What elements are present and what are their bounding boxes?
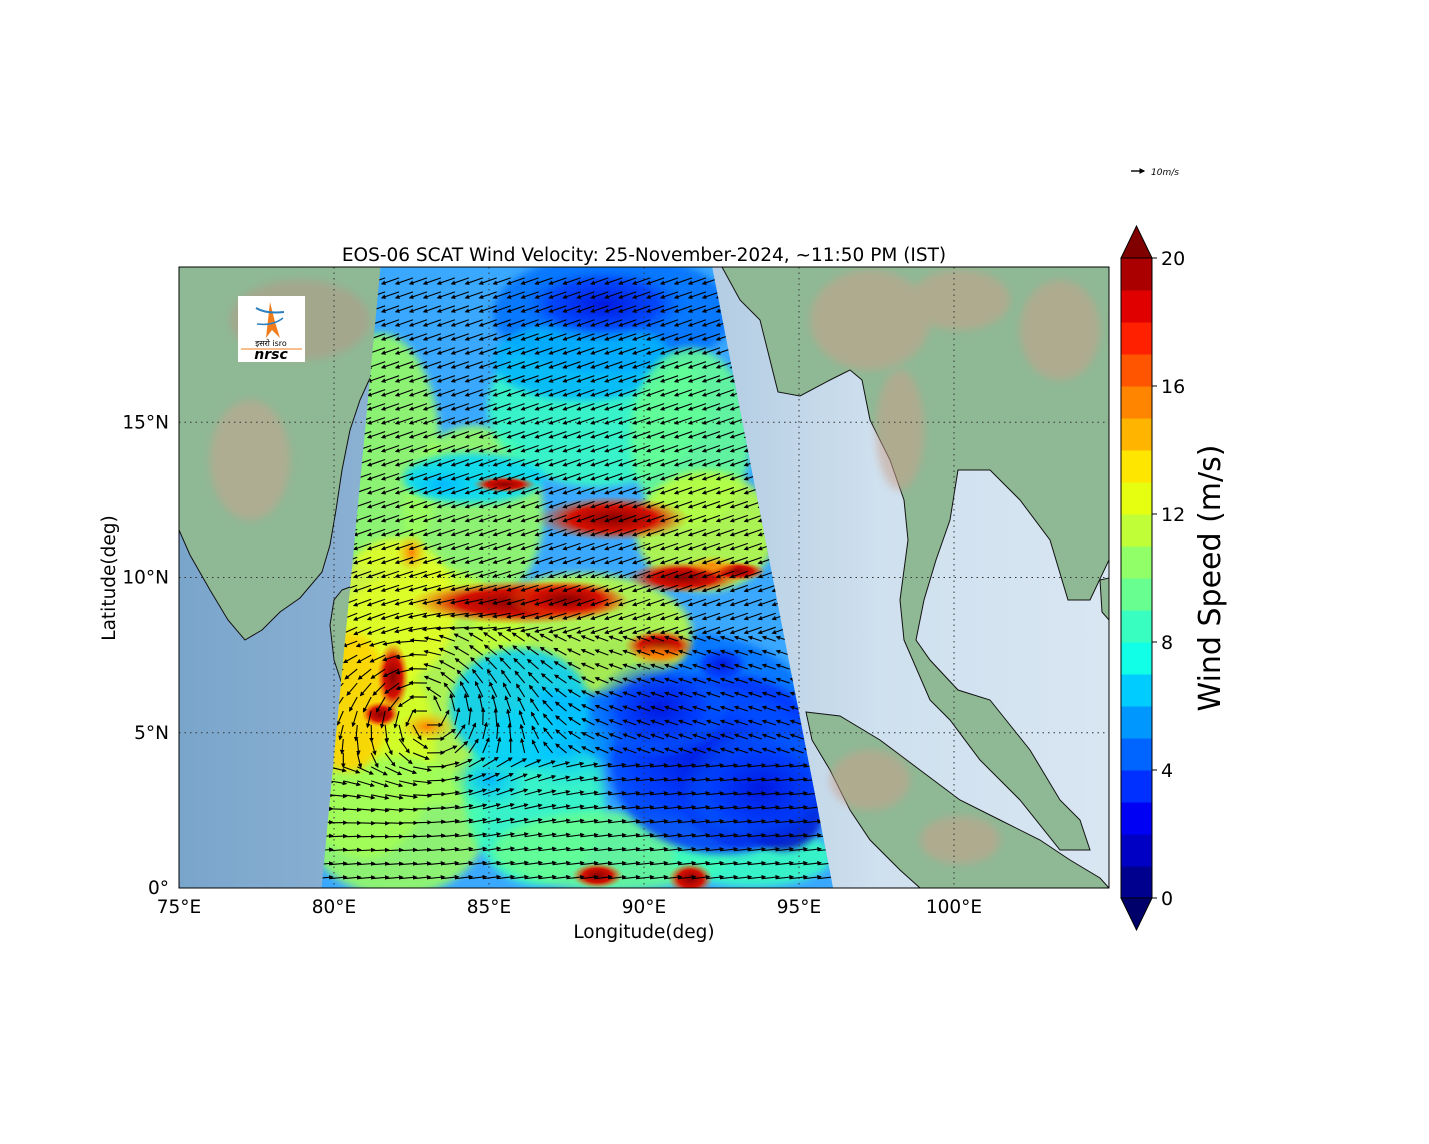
- colorbar-tick-label: 8: [1161, 632, 1173, 654]
- quiver-key-label: 10m/s: [1151, 168, 1179, 178]
- colorbar-segment: [1121, 738, 1152, 771]
- colorbar-segment: [1121, 770, 1152, 803]
- colorbar-over-triangle: [1120, 224, 1153, 259]
- colorbar-segment: [1121, 450, 1152, 483]
- colorbar-tick-label: 0: [1161, 888, 1173, 910]
- map-title: EOS-06 SCAT Wind Velocity: 25-November-2…: [342, 245, 946, 266]
- wind-speed-colorbar: 0 4 8 12 16 20: [1120, 224, 1185, 932]
- colorbar-segment: [1121, 834, 1152, 867]
- colorbar-label: Wind Speed (m/s): [1193, 445, 1228, 712]
- colorbar-segment: [1121, 322, 1152, 355]
- colorbar-tick-label: 16: [1161, 376, 1185, 398]
- isro-nrsc-logo: इसरो isro nrsc: [238, 296, 305, 363]
- colorbar-segment: [1121, 482, 1152, 515]
- map-area[interactable]: इसरो isro nrsc: [179, 254, 1109, 896]
- colorbar-under-triangle: [1120, 897, 1153, 932]
- y-tick-label: 15°N: [122, 412, 169, 433]
- y-tick-labels: 0° 5°N 10°N 15°N: [122, 412, 169, 899]
- colorbar-segment: [1121, 642, 1152, 675]
- rocket-icon: [255, 302, 285, 338]
- myanmar-thailand-mainland: [721, 267, 1109, 851]
- logo-nrsc-text: nrsc: [254, 347, 288, 363]
- y-axis-label: Latitude(deg): [99, 515, 120, 640]
- colorbar-segment: [1121, 386, 1152, 419]
- colorbar-segment: [1121, 258, 1152, 291]
- y-tick-label: 0°: [148, 878, 169, 899]
- x-tick-label: 95°E: [777, 897, 821, 918]
- x-tick-label: 85°E: [467, 897, 511, 918]
- colorbar-segment: [1121, 674, 1152, 707]
- x-tick-label: 90°E: [622, 897, 666, 918]
- colorbar-segment: [1121, 514, 1152, 547]
- colorbar-segment: [1121, 418, 1152, 451]
- colorbar-segment: [1121, 866, 1152, 899]
- colorbar-segment: [1121, 706, 1152, 739]
- x-tick-label: 75°E: [157, 897, 201, 918]
- colorbar-segment: [1121, 610, 1152, 643]
- colorbar-segment: [1121, 290, 1152, 323]
- x-tick-label: 100°E: [926, 897, 982, 918]
- map-frame: [178, 266, 1110, 889]
- quiver-key: 10m/s: [1131, 168, 1179, 178]
- logo-isro-text: इसरो isro: [255, 338, 287, 348]
- colorbar-tick-label: 4: [1161, 760, 1173, 782]
- borneo-edge: [1099, 577, 1109, 621]
- y-tick-label: 10°N: [122, 568, 169, 589]
- x-axis-label: Longitude(deg): [573, 922, 714, 943]
- y-tick-label: 5°N: [134, 723, 169, 744]
- colorbar-tick-label: 20: [1161, 248, 1185, 270]
- colorbar-segment: [1121, 802, 1152, 835]
- colorbar-segment: [1121, 578, 1152, 611]
- colorbar-segment: [1121, 546, 1152, 579]
- x-tick-label: 80°E: [312, 897, 356, 918]
- x-tick-labels: 75°E 80°E 85°E 90°E 95°E 100°E: [157, 897, 982, 918]
- graticule: [179, 267, 1109, 888]
- colorbar-segment: [1121, 354, 1152, 387]
- colorbar-tick-label: 12: [1161, 504, 1185, 526]
